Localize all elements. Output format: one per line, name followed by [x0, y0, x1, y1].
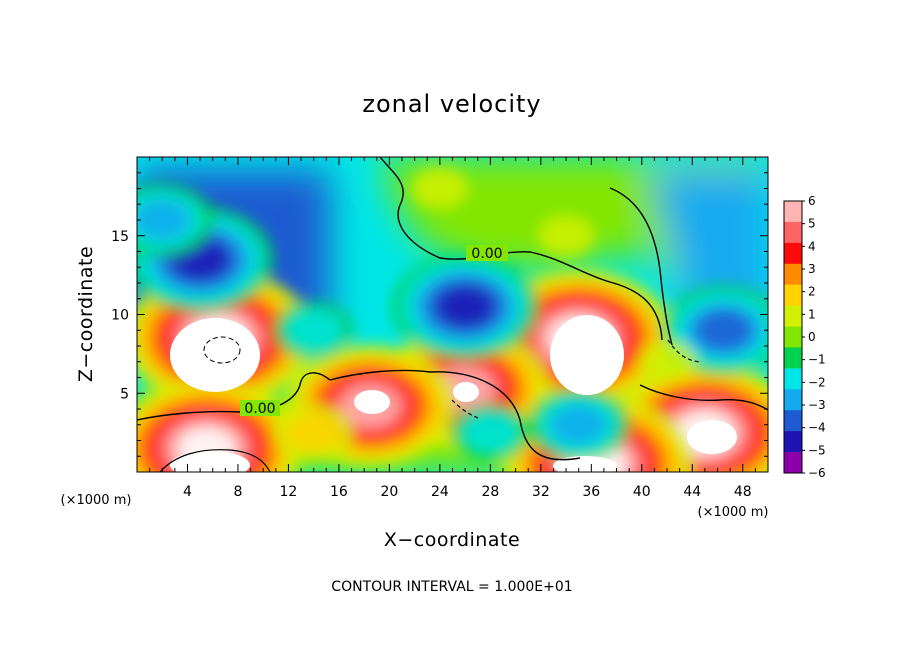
contour-label-left: 0.00 — [244, 401, 275, 417]
x-tick-label-20: 20 — [380, 484, 398, 500]
white-core-bottom-left — [170, 451, 250, 472]
dotted-contour-right — [667, 339, 701, 363]
x-tick-label-24: 24 — [431, 484, 449, 500]
zero-contour-right — [609, 187, 673, 346]
contour-interval-footer: CONTOUR INTERVAL = 1.000E+01 — [331, 579, 572, 595]
colorbar-swatch-9 — [784, 389, 802, 411]
zero-contour-lower-right — [639, 384, 768, 411]
colorbar-tick-label-11: −5 — [808, 443, 826, 457]
zero-contour-mid — [329, 369, 581, 461]
x-tick-label-16: 16 — [330, 484, 348, 500]
colorbar-tick-label-6: 0 — [808, 330, 816, 344]
colorbar-tick-label-7: −1 — [808, 353, 826, 367]
x-tick-label-8: 8 — [233, 484, 242, 500]
x-axis-ticks: 4 8 12 16 20 24 28 32 36 40 44 48 — [149, 157, 756, 500]
x-tick-label-4: 4 — [183, 484, 192, 500]
contour-label-upper: 0.00 — [471, 246, 502, 262]
x-tick-label-12: 12 — [280, 484, 298, 500]
colorbar-swatch-5 — [784, 305, 802, 328]
contour-label-bg-left — [240, 400, 280, 416]
y-axis-ticks: 5 10 15 — [111, 172, 768, 457]
colorbar-swatch-6 — [784, 326, 802, 348]
chart-title: zonal velocity — [362, 90, 541, 118]
colorbar-swatch-10 — [784, 410, 802, 432]
x-tick-label-36: 36 — [582, 484, 600, 500]
colorbar-swatch-4 — [784, 284, 802, 307]
x-tick-label-44: 44 — [683, 484, 701, 500]
field-sharp: 0.00 0.00 — [137, 157, 768, 472]
contour-bottom-left — [159, 449, 271, 472]
colorbar-tick-label-5: 1 — [808, 307, 816, 321]
colorbar-swatch-3 — [784, 263, 802, 286]
field-blob-8-level-5 — [436, 285, 494, 328]
colorbar: 6 5 4 3 2 1 0 −1 −2 −3 −4 −5 −6 — [783, 194, 826, 480]
colorbar-swatch-8 — [784, 368, 802, 390]
colorbar-tick-label-3: 3 — [808, 262, 816, 276]
colorbar-swatch-12 — [784, 452, 802, 474]
field-blob-13-level-1 — [411, 167, 469, 210]
white-core-small-19 — [354, 390, 390, 414]
y-unit-label: (×1000 m) — [61, 493, 132, 508]
white-core-right — [687, 420, 737, 454]
colorbar-tick-label-4: 2 — [808, 285, 816, 299]
y-tick-label-5: 5 — [120, 386, 129, 402]
x-unit-label: (×1000 m) — [698, 505, 769, 520]
y-axis-label: Z−coordinate — [75, 246, 97, 382]
colorbar-swatch-1 — [784, 221, 802, 244]
y-tick-label-15: 15 — [111, 229, 129, 245]
dotted-contour-small — [451, 399, 479, 419]
colorbar-tick-label-0: 6 — [808, 194, 816, 208]
field-blob-14-level-1 — [537, 215, 595, 257]
field-blob-10-level-3 — [549, 404, 608, 446]
region-upper-right-cyan — [650, 170, 768, 320]
white-core-left — [170, 318, 260, 392]
colorbar-tick-label-2: 4 — [808, 239, 816, 253]
contour-label-bg-upper — [466, 245, 508, 261]
colorbar-swatch-7 — [784, 347, 802, 369]
colorbar-swatch-0 — [784, 201, 802, 223]
x-axis-label: X−coordinate — [384, 529, 520, 551]
colorbar-tick-label-1: 5 — [808, 217, 816, 231]
field-blob-15-level-2 — [284, 309, 343, 351]
field-blob-17-level-2 — [284, 411, 343, 454]
white-core-small-26 — [453, 382, 479, 402]
field-blob-16-level-1 — [638, 341, 696, 383]
colorbar-tick-label-10: −4 — [808, 421, 826, 435]
x-tick-label-32: 32 — [532, 484, 550, 500]
dashed-contour-left — [203, 336, 241, 364]
colorbar-tick-label-9: −3 — [808, 398, 826, 412]
x-tick-label-48: 48 — [734, 484, 752, 500]
y-tick-label-10: 10 — [111, 308, 129, 324]
colorbar-swatch-2 — [784, 242, 802, 265]
field-blob-11-level-2 — [461, 411, 520, 454]
field-blob-9-level-4 — [695, 309, 753, 351]
field-blob-12-level-3 — [137, 199, 191, 241]
white-core-center-right — [550, 315, 624, 395]
colorbar-tick-label-12: −6 — [808, 466, 826, 480]
colorbar-tick-label-8: −2 — [808, 375, 826, 389]
x-tick-label-28: 28 — [481, 484, 499, 500]
x-tick-label-40: 40 — [633, 484, 651, 500]
colorbar-swatch-11 — [784, 431, 802, 453]
